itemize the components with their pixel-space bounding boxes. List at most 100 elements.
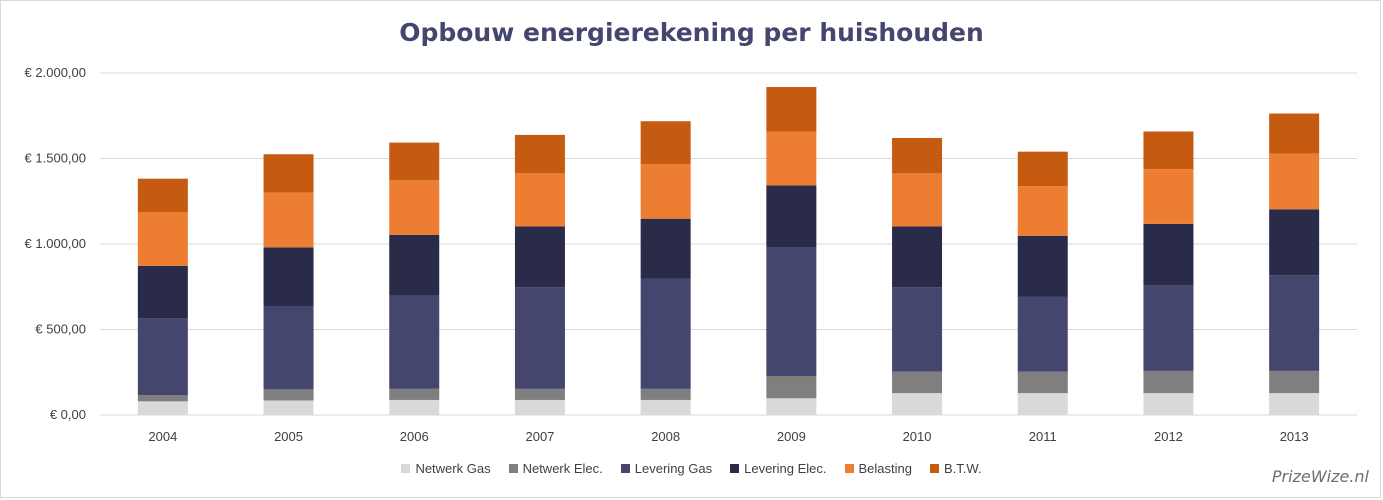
- bar-segment-b-t-w: [1017, 151, 1068, 187]
- bar-segment-netwerk-elec: [892, 371, 943, 394]
- bar-segment-levering-elec: [514, 226, 565, 288]
- bar-segment-levering-gas: [1143, 285, 1194, 371]
- bar-segment-netwerk-elec: [1017, 371, 1068, 394]
- legend-label: Netwerk Elec.: [522, 461, 603, 476]
- bar-segment-netwerk-elec: [640, 388, 691, 400]
- x-tick-label: 2008: [651, 429, 680, 444]
- legend-item: Levering Elec.: [730, 461, 827, 476]
- bar-segment-netwerk-gas: [766, 398, 817, 415]
- bar-segment-netwerk-elec: [137, 394, 188, 402]
- bar-stack-2004: [137, 178, 188, 415]
- bar-segment-levering-elec: [263, 247, 314, 307]
- legend-label: B.T.W.: [943, 461, 982, 476]
- bar-segment-belasting: [892, 173, 943, 227]
- legend-item: B.T.W.: [929, 461, 982, 476]
- bar-segment-levering-gas: [514, 287, 565, 389]
- bar-segment-levering-gas: [137, 318, 188, 395]
- bar-segment-levering-gas: [766, 247, 817, 377]
- bar-segment-b-t-w: [892, 137, 943, 174]
- bar-segment-levering-gas: [389, 295, 440, 389]
- bar-segment-levering-elec: [892, 226, 943, 288]
- bar-stack-2012: [1143, 131, 1194, 415]
- legend-label: Levering Elec.: [744, 461, 827, 476]
- bar-segment-netwerk-elec: [1143, 370, 1194, 394]
- bar-stack-2009: [766, 87, 817, 415]
- bar-segment-b-t-w: [514, 134, 565, 174]
- bar-stack-2011: [1017, 151, 1068, 415]
- legend-item: Netwerk Elec.: [508, 461, 603, 476]
- legend-swatch: [844, 464, 854, 473]
- x-tick-label: 2009: [777, 429, 806, 444]
- x-axis-tick-labels: 2004 2005 2006 2007 2008 2009 2010 2011 2012 2013: [148, 429, 1308, 444]
- chart-title: Opbouw energierekening per huishouden: [399, 18, 984, 47]
- bar-segment-netwerk-gas: [1017, 393, 1068, 415]
- bar-segment-levering-gas: [1017, 296, 1068, 372]
- bar-segment-levering-elec: [1143, 223, 1194, 286]
- bar-segment-netwerk-elec: [389, 388, 440, 400]
- bar-segment-belasting: [640, 163, 691, 219]
- bar-segment-netwerk-elec: [766, 376, 817, 399]
- bar-segment-b-t-w: [1269, 113, 1320, 154]
- legend-item: Levering Gas: [620, 461, 712, 476]
- bar-segment-netwerk-gas: [1143, 393, 1194, 415]
- bar-stack-2007: [514, 134, 565, 415]
- legend-item: Belasting: [844, 461, 912, 476]
- bar-segment-netwerk-gas: [137, 401, 188, 415]
- x-tick-label: 2004: [148, 429, 177, 444]
- x-tick-label: 2011: [1029, 429, 1057, 444]
- bar-segment-netwerk-gas: [514, 399, 565, 415]
- y-tick-label: € 0,00: [50, 407, 86, 422]
- bar-segment-netwerk-gas: [389, 399, 440, 415]
- bar-segment-belasting: [263, 192, 314, 248]
- legend-swatch: [929, 464, 939, 473]
- bar-segment-netwerk-gas: [892, 393, 943, 415]
- legend-item: Netwerk Gas: [401, 461, 491, 476]
- bar-segment-netwerk-elec: [263, 389, 314, 401]
- bar-segment-belasting: [514, 173, 565, 227]
- x-tick-label: 2005: [274, 429, 303, 444]
- x-tick-label: 2012: [1154, 429, 1183, 444]
- bar-segment-belasting: [137, 212, 188, 266]
- bar-stack-2008: [640, 121, 691, 415]
- bar-stack-2010: [892, 137, 943, 415]
- bar-stack-2005: [263, 154, 314, 415]
- bar-segment-b-t-w: [389, 142, 440, 181]
- bar-segment-levering-elec: [766, 185, 817, 248]
- bar-segment-netwerk-elec: [514, 388, 565, 400]
- x-tick-label: 2007: [525, 429, 554, 444]
- bar-segment-belasting: [1017, 186, 1068, 236]
- y-tick-label: € 1.000,00: [25, 236, 86, 251]
- chart-legend: Netwerk Gas Netwerk Elec. Levering Gas Leve…: [0, 461, 1383, 476]
- y-tick-label: € 2.000,00: [25, 65, 86, 80]
- y-tick-label: € 1.500,00: [25, 151, 86, 166]
- bar-segment-belasting: [1143, 169, 1194, 224]
- bar-stacks: [137, 87, 1320, 415]
- bar-segment-belasting: [389, 180, 440, 235]
- bar-segment-levering-elec: [1269, 209, 1320, 276]
- y-axis-tick-labels: € 0,00 € 500,00 € 1.000,00 € 1.500,00 € 2.00…: [25, 65, 86, 422]
- bar-segment-belasting: [1269, 153, 1320, 210]
- bar-segment-levering-elec: [1017, 235, 1068, 297]
- bar-segment-b-t-w: [263, 154, 314, 193]
- x-tick-label: 2013: [1280, 429, 1309, 444]
- bar-segment-belasting: [766, 131, 817, 186]
- bar-segment-b-t-w: [766, 87, 817, 132]
- bar-segment-levering-gas: [1269, 275, 1320, 371]
- legend-label: Netwerk Gas: [415, 461, 491, 476]
- legend-swatch: [401, 464, 411, 473]
- bar-segment-b-t-w: [137, 178, 188, 213]
- bar-segment-levering-gas: [892, 287, 943, 372]
- bar-segment-b-t-w: [1143, 131, 1194, 170]
- bar-segment-netwerk-gas: [640, 399, 691, 415]
- y-tick-label: € 500,00: [35, 322, 86, 337]
- bar-segment-levering-elec: [137, 265, 188, 319]
- bar-segment-netwerk-gas: [263, 400, 314, 415]
- bar-segment-levering-elec: [389, 234, 440, 296]
- bar-stack-2006: [389, 142, 440, 415]
- bar-segment-b-t-w: [640, 121, 691, 164]
- legend-swatch: [730, 464, 740, 473]
- legend-label: Belasting: [858, 461, 912, 476]
- bar-stack-2013: [1269, 113, 1320, 415]
- legend-swatch: [620, 464, 630, 473]
